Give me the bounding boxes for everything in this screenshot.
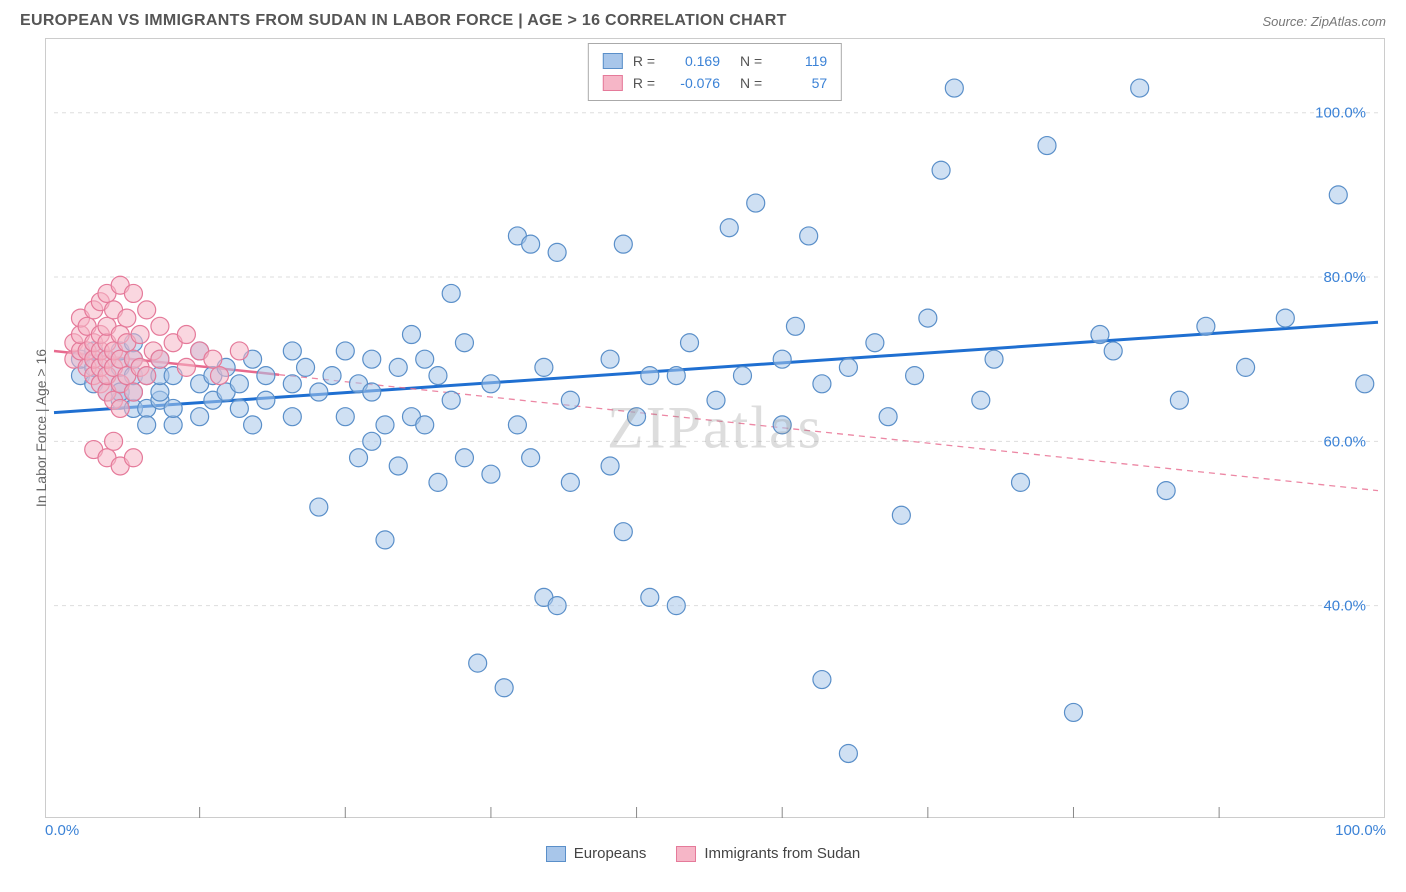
svg-text:40.0%: 40.0% xyxy=(1323,598,1366,615)
legend-label: Immigrants from Sudan xyxy=(704,845,860,862)
r-label: R = xyxy=(633,72,655,94)
legend-label: Europeans xyxy=(574,845,647,862)
legend-item: Europeans xyxy=(546,845,647,862)
x-axis-min-label: 0.0% xyxy=(45,822,79,839)
x-axis-max-label: 100.0% xyxy=(1335,822,1386,839)
legend-item: Immigrants from Sudan xyxy=(676,845,860,862)
correlation-legend: R = 0.169 N = 119 R = -0.076 N = 57 xyxy=(588,43,842,101)
n-value: 119 xyxy=(772,50,827,72)
svg-text:60.0%: 60.0% xyxy=(1323,433,1366,450)
r-label: R = xyxy=(633,50,655,72)
r-value: 0.169 xyxy=(665,50,720,72)
chart-source: Source: ZipAtlas.com xyxy=(1262,14,1386,29)
r-value: -0.076 xyxy=(665,72,720,94)
legend-row: R = 0.169 N = 119 xyxy=(603,50,827,72)
legend-swatch xyxy=(603,75,623,91)
y-axis-label: In Labor Force | Age > 16 xyxy=(33,349,49,507)
svg-text:100.0%: 100.0% xyxy=(1315,105,1366,122)
chart-title: EUROPEAN VS IMMIGRANTS FROM SUDAN IN LAB… xyxy=(20,12,787,30)
scatter-plot-svg: 40.0% 60.0% 80.0% 100.0% xyxy=(46,39,1386,819)
n-label: N = xyxy=(740,72,762,94)
legend-swatch xyxy=(603,53,623,69)
legend-swatch xyxy=(546,846,566,862)
n-value: 57 xyxy=(772,72,827,94)
legend-swatch xyxy=(676,846,696,862)
n-label: N = xyxy=(740,50,762,72)
legend-row: R = -0.076 N = 57 xyxy=(603,72,827,94)
chart-area: In Labor Force | Age > 16 ZIPatlas R =0.… xyxy=(45,38,1385,818)
series-legend: Europeans Immigrants from Sudan xyxy=(0,845,1406,862)
svg-text:80.0%: 80.0% xyxy=(1323,269,1366,286)
x-axis-end-labels: 0.0% 100.0% xyxy=(45,822,1386,839)
chart-header: EUROPEAN VS IMMIGRANTS FROM SUDAN IN LAB… xyxy=(0,0,1406,38)
